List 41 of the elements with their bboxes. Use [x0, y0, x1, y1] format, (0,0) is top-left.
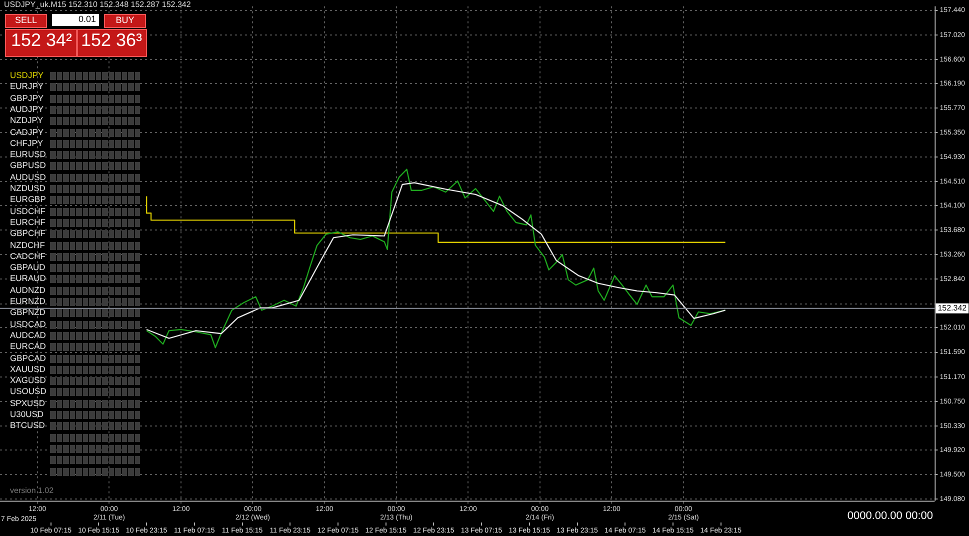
annotation: NZDUSD — [10, 183, 46, 193]
annotation: EURCHF — [10, 216, 46, 227]
ref-line-label: 152.342 — [938, 304, 968, 313]
text: 0.01 — [78, 14, 96, 24]
annotation: USDCAD — [10, 318, 46, 329]
annotation: XAUUSD — [10, 364, 46, 374]
annotation: USDCHF — [10, 206, 46, 216]
text: 152 34² — [10, 30, 72, 50]
annotation: AUDUSD — [10, 172, 46, 182]
annotation: EURNZD — [10, 296, 46, 306]
annotation: AUDNZD — [10, 284, 46, 295]
annotation: GBPAUD — [10, 262, 46, 272]
annotation: CADJPY — [10, 126, 44, 136]
chart-title: USDJPY_uk.M15 152.310 152.348 152.287 152.342 — [4, 0, 191, 9]
text: 152 36³ — [80, 30, 142, 50]
annotation: BTCUSD — [10, 420, 45, 430]
text: BUY — [116, 15, 134, 25]
annotation: GBPNZD — [10, 307, 46, 318]
text: SELL — [14, 15, 38, 25]
annotation: U30USD — [10, 409, 44, 419]
text: version 1.02 — [10, 486, 54, 495]
annotation: NZDCHF — [10, 240, 45, 250]
annotation: AUDCAD — [10, 330, 46, 340]
annotation: EURGBP — [10, 194, 46, 204]
annotation: USOUSD — [10, 386, 46, 396]
annotation: EURAUD — [10, 273, 46, 284]
annotation: EURCAD — [10, 341, 46, 352]
annotation: GBPUSD — [10, 160, 46, 170]
annotation: GBPCAD — [10, 352, 46, 362]
annotation: EURUSD — [10, 149, 46, 160]
annotation: CADCHF — [10, 250, 46, 261]
annotation: CHFJPY — [10, 138, 44, 148]
annotation: AUDJPY — [10, 104, 44, 114]
annotation: SPXUSD — [10, 398, 45, 408]
annotation: XAGUSD — [10, 375, 46, 386]
text: 0000.00.00 00:00 — [847, 510, 933, 522]
annotation: GBPJPY — [10, 92, 44, 103]
annotation: GBPCHF — [10, 228, 46, 238]
annotation: NZDJPY — [10, 115, 44, 126]
annotation: USDJPY — [10, 70, 44, 80]
annotation: EURJPY — [10, 81, 44, 92]
